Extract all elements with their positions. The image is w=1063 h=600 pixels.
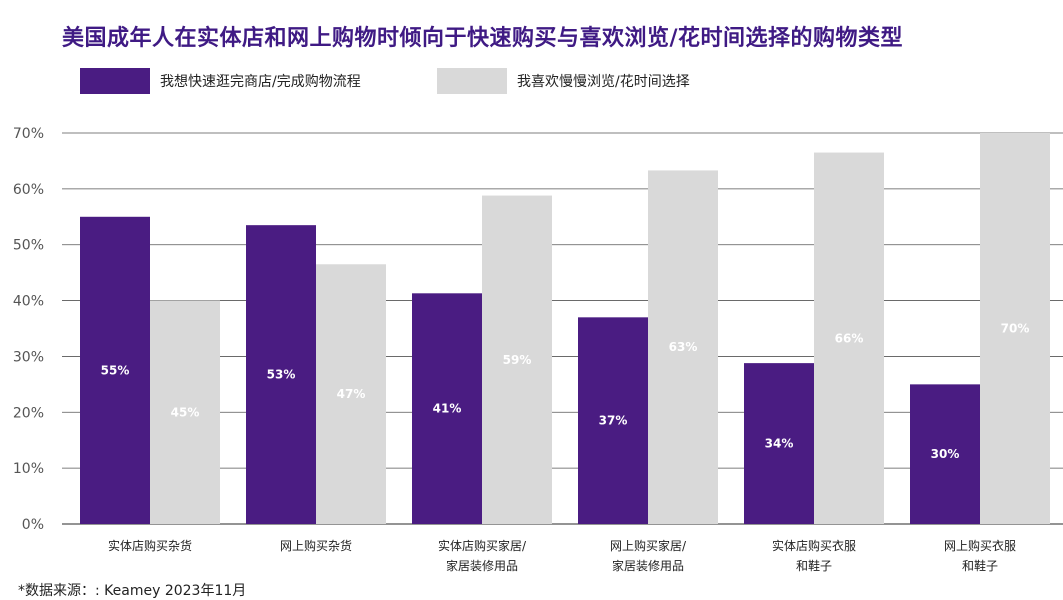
legend-item-series-2: 我喜欢慢慢浏览/花时间选择 [437,68,690,94]
data-label: 34% [765,437,794,451]
x-tick-label: 网上购买杂货 [280,538,352,553]
x-tick-label: 家居装修用品 [446,558,518,573]
bar-series-1 [246,225,316,524]
y-tick-label: 50% [13,238,44,254]
legend-label-series-1: 我想快速逛完商店/完成购物流程 [160,74,361,90]
data-label: 47% [337,387,366,401]
bar-series-1 [578,317,648,524]
bar-series-2 [482,195,552,524]
x-tick-label: 实体店购买衣服 [772,538,856,553]
x-tick-label: 和鞋子 [962,558,998,573]
data-label: 53% [267,368,296,382]
bar-series-2 [316,264,386,524]
chart-title: 美国成年人在实体店和网上购物时倾向于快速购买与喜欢浏览/花时间选择的购物类型 [62,26,904,51]
y-tick-label: 70% [13,126,44,142]
data-label: 37% [599,414,628,428]
x-tick-label: 和鞋子 [796,558,832,573]
y-tick-label: 30% [13,349,44,365]
x-tick-label: 实体店购买杂货 [108,538,192,553]
legend-swatch-series-2 [437,68,507,94]
bar-series-2 [980,133,1050,524]
y-tick-label: 60% [13,182,44,198]
source-note: *数据来源：: Keamey 2023年11月 [18,583,247,599]
y-tick-label: 0% [22,517,44,533]
bar-series-2 [648,170,718,524]
x-tick-label: 网上购买衣服 [944,538,1016,553]
data-label: 30% [931,447,960,461]
data-label: 59% [503,353,532,367]
data-label: 41% [433,402,462,416]
bar-series-2 [150,300,220,524]
y-tick-label: 40% [13,294,44,310]
data-label: 70% [1001,322,1030,336]
bar-series-1 [412,293,482,524]
data-label: 45% [171,405,200,419]
bar-series-2 [814,152,884,525]
bar-series-1 [744,363,814,524]
data-label: 63% [669,340,698,354]
x-tick-label: 实体店购买家居/ [438,538,527,553]
data-label: 66% [835,331,864,345]
legend-item-series-1: 我想快速逛完商店/完成购物流程 [80,68,361,94]
bar-series-1 [80,216,150,525]
x-tick-label: 网上购买家居/ [610,538,687,553]
y-tick-label: 10% [13,461,44,477]
legend-label-series-2: 我喜欢慢慢浏览/花时间选择 [517,74,690,90]
x-tick-label: 家居装修用品 [612,558,684,573]
legend-swatch-series-1 [80,68,150,94]
data-label: 55% [101,363,130,377]
y-tick-label: 20% [13,405,44,421]
bar-series-1 [910,384,980,524]
